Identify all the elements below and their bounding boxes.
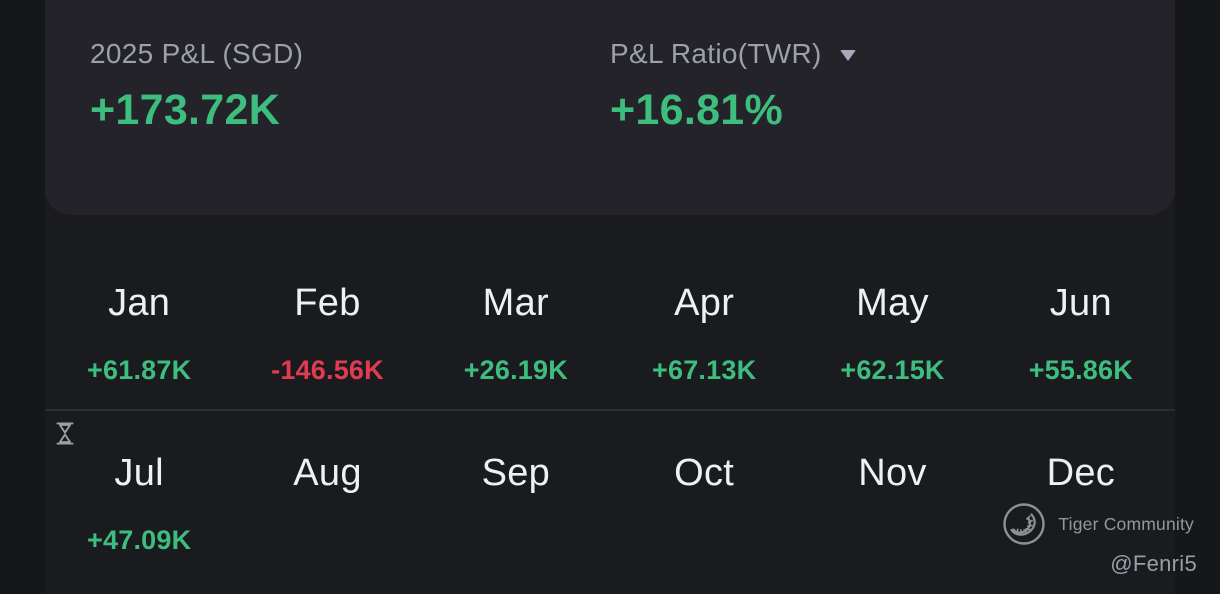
caret-down-icon <box>839 50 856 61</box>
brand-watermark: Tiger Community <box>1001 501 1194 547</box>
month-name: Dec <box>1046 452 1116 494</box>
month-name: Nov <box>858 452 927 494</box>
month-cell-oct: Oct <box>610 451 798 555</box>
annual-summary-card: 2025 P&L (SGD) +173.72K P&L Ratio(TWR) +… <box>45 0 1175 215</box>
month-cell-mar: Mar +26.19K <box>422 281 610 385</box>
month-name: Sep <box>481 452 551 494</box>
month-pnl-value: +67.13K <box>652 355 757 385</box>
month-pnl-value: +61.87K <box>87 355 192 385</box>
month-cell-dec: Dec <box>987 451 1175 555</box>
month-pnl-value: +26.19K <box>463 355 568 385</box>
username-watermark: @Fenri5 <box>1110 551 1197 576</box>
month-name: Apr <box>674 282 735 324</box>
month-pnl-value <box>422 525 610 555</box>
month-name: May <box>856 282 929 324</box>
month-pnl-value: +47.09K <box>87 525 192 555</box>
brand-label: Tiger Community <box>1058 513 1194 534</box>
pnl-panel: 2025 P&L (SGD) +173.72K P&L Ratio(TWR) +… <box>45 0 1175 594</box>
month-cell-aug: Aug <box>233 451 421 555</box>
annual-pnl-label: 2025 P&L (SGD) <box>90 38 304 69</box>
month-pnl-value: +62.15K <box>840 355 945 385</box>
month-cell-sep: Sep <box>422 451 610 555</box>
month-pnl-value <box>610 525 798 555</box>
month-pnl-value: +55.86K <box>1028 355 1133 385</box>
annual-pnl-block: 2025 P&L (SGD) +173.72K <box>90 38 610 215</box>
month-pnl-value: -146.56K <box>271 355 384 385</box>
pnl-ratio-dropdown[interactable]: P&L Ratio(TWR) <box>610 38 1175 70</box>
month-name: Jul <box>114 452 164 494</box>
month-cell-jan: Jan +61.87K <box>45 281 233 385</box>
month-cell-apr: Apr +67.13K <box>610 281 798 385</box>
month-cell-jun: Jun +55.86K <box>987 281 1175 385</box>
month-pnl-value <box>798 525 986 555</box>
month-name: Mar <box>482 282 549 324</box>
month-name: Feb <box>294 282 361 324</box>
month-grid-jul-dec: Jul +47.09K Aug Sep Oct Nov Dec <box>45 451 1175 555</box>
month-name: Aug <box>293 452 362 494</box>
month-name: Jan <box>108 282 171 324</box>
month-name: Oct <box>674 452 735 494</box>
month-cell-feb: Feb -146.56K <box>233 281 421 385</box>
month-grid-jan-jun: Jan +61.87K Feb -146.56K Mar +26.19K Apr +67.13… <box>45 281 1175 385</box>
annual-pnl-value: +173.72K <box>90 86 281 134</box>
month-name: Jun <box>1049 282 1112 324</box>
pnl-ratio-block: P&L Ratio(TWR) +16.81% <box>610 38 1175 215</box>
grid-divider <box>45 409 1175 411</box>
pnl-ratio-value: +16.81% <box>610 86 784 134</box>
month-cell-may: May +62.15K <box>798 281 986 385</box>
month-cell-nov: Nov <box>798 451 986 555</box>
pnl-ratio-label: P&L Ratio(TWR) <box>610 38 822 69</box>
month-cell-jul: Jul +47.09K <box>45 451 233 555</box>
tiger-community-logo-icon <box>1003 503 1046 545</box>
hourglass-icon <box>56 422 74 445</box>
month-pnl-value <box>233 525 421 555</box>
